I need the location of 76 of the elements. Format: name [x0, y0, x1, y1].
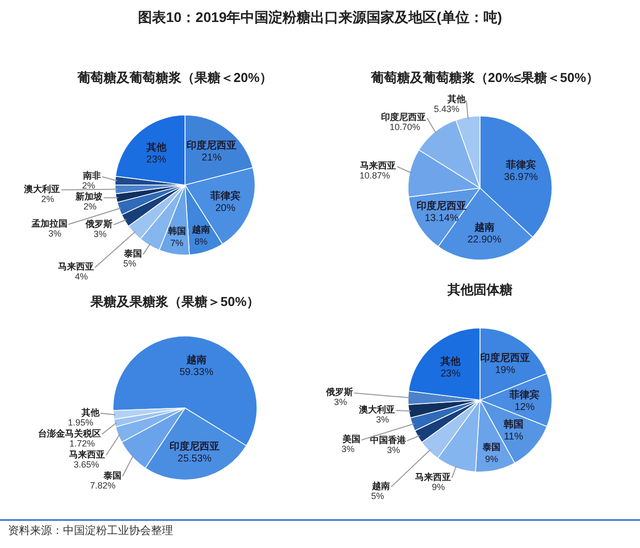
data-label: 3% [334, 397, 348, 408]
slice-label: 越南 [191, 224, 210, 234]
data-label: 5.43% [434, 104, 460, 114]
slice-label: 越南 [371, 480, 390, 491]
slice-label: 台澎金马关税区 [38, 428, 101, 438]
slice-label: 韩国 [502, 418, 524, 431]
data-label: 25.53% [178, 454, 212, 465]
slice-label: 美国 [342, 434, 361, 444]
slice-label: 马来西亚 [360, 160, 396, 171]
data-label: 8% [194, 236, 208, 246]
chart-title: 果糖及果糖浆（果糖＞50%） [89, 294, 260, 309]
slice-label: 其他 [439, 356, 462, 368]
slice-label: 澳大利亚 [358, 404, 396, 414]
data-label: 9% [485, 454, 498, 464]
data-label: 10.87% [359, 170, 390, 181]
slice-label: 泰国 [482, 442, 501, 452]
chart-title: 葡萄糖及葡萄糖浆（20%≤果糖＜50%） [370, 70, 600, 85]
slice-label: 印度尼西亚 [480, 352, 530, 364]
slice-label: 印度尼西亚 [170, 440, 220, 453]
data-label: 23% [440, 368, 461, 380]
data-label: 1.72% [69, 438, 95, 448]
data-label: 9% [432, 482, 445, 492]
data-label: 2% [83, 202, 96, 212]
data-label: 2% [82, 180, 96, 191]
data-label: 19% [495, 365, 516, 376]
slice-label: 孟加拉国 [30, 218, 68, 228]
data-label: 3% [48, 228, 62, 238]
slice-label: 马来西亚 [69, 449, 106, 460]
slice-label: 俄罗斯 [325, 387, 354, 398]
text: 图表10：2019年中国淀粉糖出口来源国家及地区(单位：吨) [138, 9, 502, 25]
data-label: 3% [376, 414, 390, 424]
slice-label: 马来西亚 [58, 262, 94, 272]
slice-label: 其他 [446, 94, 466, 104]
slice-label: 中国香港 [370, 434, 407, 445]
data-label: 4% [74, 272, 88, 282]
data-label: 11% [504, 432, 524, 443]
slice-label: 澳大利亚 [23, 184, 60, 194]
text: 资料来源：中国淀粉工业协会整理 [8, 524, 173, 537]
data-label: 2% [41, 194, 54, 204]
data-label: 3% [94, 228, 107, 239]
data-label: 13.14% [424, 212, 459, 224]
data-label: 7.82% [90, 480, 116, 490]
slice-label: 菲律宾 [504, 159, 536, 172]
data-label: 5% [371, 490, 384, 501]
data-label: 23% [146, 154, 166, 166]
data-label: 1.95% [68, 417, 94, 428]
slice-label: 越南 [473, 221, 494, 234]
slice-label: 新加坡 [74, 192, 104, 202]
data-label: 7% [170, 238, 184, 248]
data-label: 22.90% [467, 234, 502, 246]
slice-label: 菲律宾 [508, 389, 540, 401]
slice-label: 其他 [80, 407, 100, 418]
data-label: 12% [514, 402, 535, 413]
data-label: 10.70% [390, 122, 420, 132]
slice-label: 印度尼西亚 [381, 112, 426, 122]
data-label: 21% [202, 152, 222, 164]
data-label: 3% [386, 444, 400, 455]
slice-label: 印度尼西亚 [186, 140, 237, 152]
slice-label: 马来西亚 [414, 472, 451, 482]
data-label: 59.33% [179, 366, 214, 378]
slice-label: 越南 [185, 354, 206, 366]
data-label: 3% [341, 444, 355, 454]
slice-label: 韩国 [166, 226, 186, 236]
slice-label: 泰国 [102, 470, 122, 480]
slice-label: 菲律宾 [209, 190, 240, 202]
slice-label: 其他 [145, 141, 168, 154]
slice-label: 泰国 [123, 248, 142, 258]
slice-label: 俄罗斯 [84, 218, 113, 229]
data-label: 20% [215, 202, 236, 214]
data-label: 36.97% [504, 172, 538, 184]
slice-label: 南非 [82, 170, 102, 181]
chart-title: 葡萄糖及葡萄糖浆（果糖＜20%） [76, 70, 273, 85]
data-label: 3.65% [74, 459, 100, 470]
data-label: 5% [123, 258, 136, 268]
chart-title: 其他固体糖 [446, 282, 512, 297]
slice-label: 印度尼西亚 [416, 200, 467, 212]
